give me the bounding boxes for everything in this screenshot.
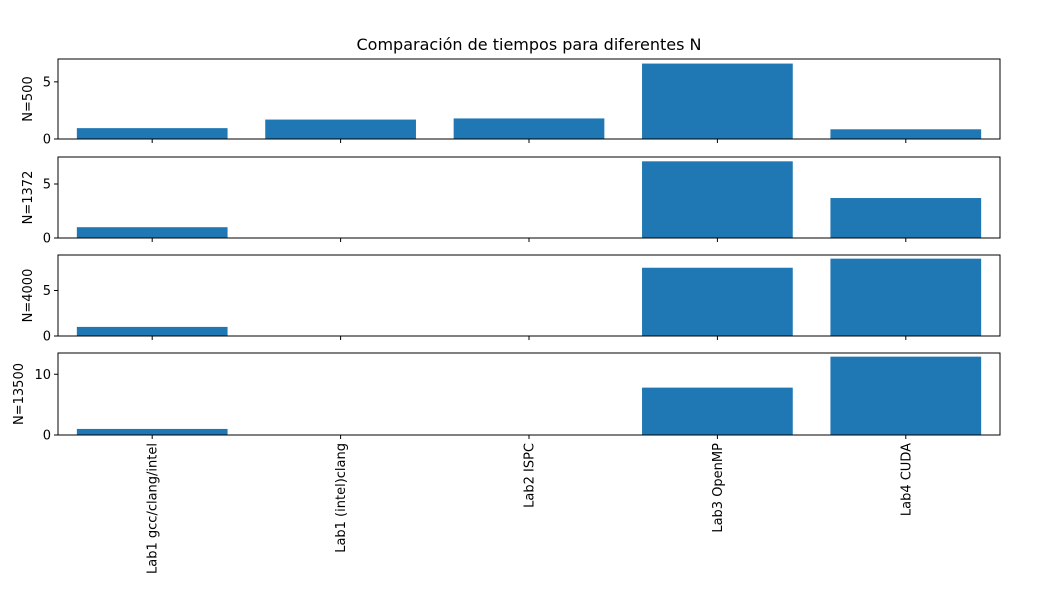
y-tick-label: 10: [34, 368, 51, 383]
y-tick-label: 0: [43, 330, 51, 345]
y-axis-label: N=1372: [21, 171, 36, 225]
bar-1-3: [453, 118, 605, 139]
y-tick-label: 0: [43, 232, 51, 247]
bar-4-1: [76, 428, 228, 435]
y-tick-label: 5: [43, 178, 51, 193]
y-tick-label: 5: [43, 284, 51, 299]
bar-2-5: [830, 198, 982, 238]
bar-1-4: [642, 63, 793, 139]
bar-2-4: [642, 161, 793, 238]
y-axis-label: N=500: [21, 76, 36, 121]
bar-2-1: [76, 227, 228, 238]
subplot-1: 0 5 N=500: [21, 58, 1001, 148]
bar-3-1: [76, 326, 228, 336]
x-tick-label: Lab1 (intel)clang: [334, 443, 349, 553]
subplot-4: 0 10 N=13500: [12, 352, 1001, 444]
bar-4-4: [642, 387, 793, 435]
chart-title: Comparación de tiempos para diferentes N: [357, 35, 702, 54]
axes-frame: [57, 254, 1001, 337]
x-tick-label: Lab4 CUDA: [899, 443, 914, 516]
subplots: 0 5 N=500 0 5 N=1372 0 5 N=4000 0 10 N=13500: [12, 58, 1001, 444]
bar-3-5: [830, 258, 982, 336]
y-tick-label: 0: [43, 133, 51, 148]
x-tick-label: Lab3 OpenMP: [711, 443, 726, 533]
axes-frame: [57, 352, 1001, 436]
x-tick-label: Lab2 ISPC: [523, 443, 538, 508]
bar-3-4: [642, 267, 793, 336]
axes-frame: [57, 156, 1001, 239]
y-axis-label: N=4000: [21, 269, 36, 323]
bar-1-1: [76, 128, 228, 139]
x-tick-label: Lab1 gcc/clang/intel: [146, 443, 161, 574]
x-tick-labels: Lab1 gcc/clang/intel Lab1 (intel)clang Lab…: [146, 443, 915, 574]
subplot-3: 0 5 N=4000: [21, 254, 1001, 345]
bar-4-5: [830, 356, 982, 435]
y-axis-label: N=13500: [12, 363, 27, 425]
bar-1-2: [265, 119, 416, 139]
subplot-2: 0 5 N=1372: [21, 156, 1001, 247]
axes-frame: [57, 58, 1001, 140]
y-tick-label: 0: [43, 429, 51, 444]
bar-1-5: [830, 129, 982, 139]
y-tick-label: 5: [43, 75, 51, 90]
